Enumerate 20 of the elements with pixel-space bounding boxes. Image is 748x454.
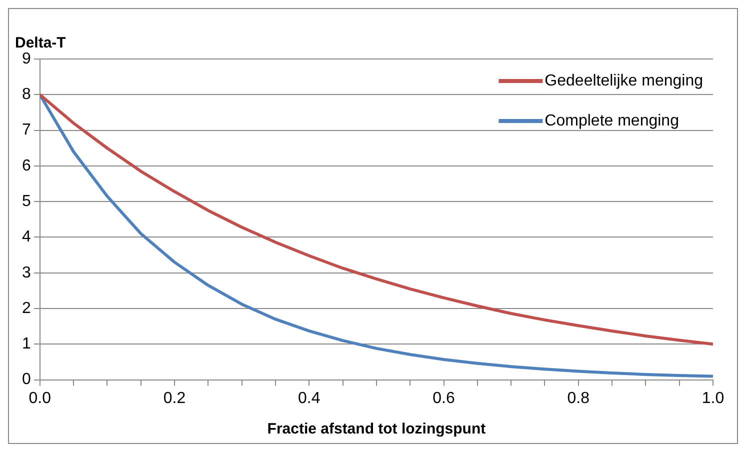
y-tick-label: 7 <box>22 122 31 139</box>
legend-label: Gedeeltelijke menging <box>544 72 704 90</box>
y-tick-label: 0 <box>22 371 31 388</box>
x-tick-label: 1.0 <box>702 390 724 407</box>
x-tick-label: 0.6 <box>432 390 455 407</box>
x-tick-label: 0.8 <box>567 390 590 407</box>
y-tick-label: 6 <box>22 157 31 174</box>
y-tick-label: 9 <box>22 50 31 68</box>
y-tick-label: 1 <box>22 336 31 353</box>
legend-label: Complete menging <box>544 112 679 130</box>
y-tick-label: 4 <box>22 228 31 246</box>
y-axis-title: Delta-T <box>15 34 66 52</box>
x-tick-label: 0.0 <box>28 390 52 407</box>
y-tick-label: 2 <box>22 300 31 317</box>
y-tick-label: 8 <box>22 86 31 104</box>
x-tick-label: 0.4 <box>298 390 320 407</box>
y-tick-label: 5 <box>22 192 31 210</box>
x-axis-title: Fractie afstand tot lozingspunt <box>267 420 486 438</box>
x-tick-label: 0.2 <box>163 390 186 407</box>
y-tick-label: 3 <box>22 264 31 282</box>
